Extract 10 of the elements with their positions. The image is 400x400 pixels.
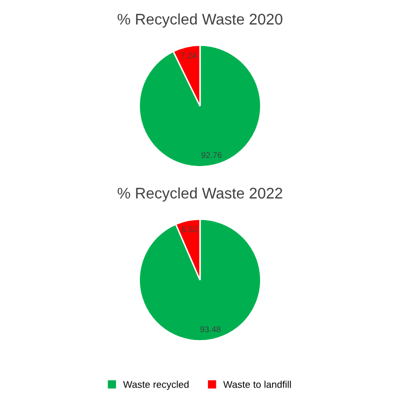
- chart-title: % Recycled Waste 2022: [118, 187, 282, 202]
- legend-label: Waste recycled: [123, 380, 189, 390]
- pie-slice: [138, 218, 262, 342]
- data-label: 6.52: [182, 226, 198, 232]
- data-label: 92.76: [201, 152, 222, 158]
- data-label: 7.24: [180, 52, 196, 58]
- chart-title: % Recycled Waste 2020: [118, 13, 282, 28]
- pie-slice: [138, 44, 262, 168]
- data-label: 93.48: [200, 326, 220, 332]
- legend-label: Waste to landfill: [223, 380, 291, 388]
